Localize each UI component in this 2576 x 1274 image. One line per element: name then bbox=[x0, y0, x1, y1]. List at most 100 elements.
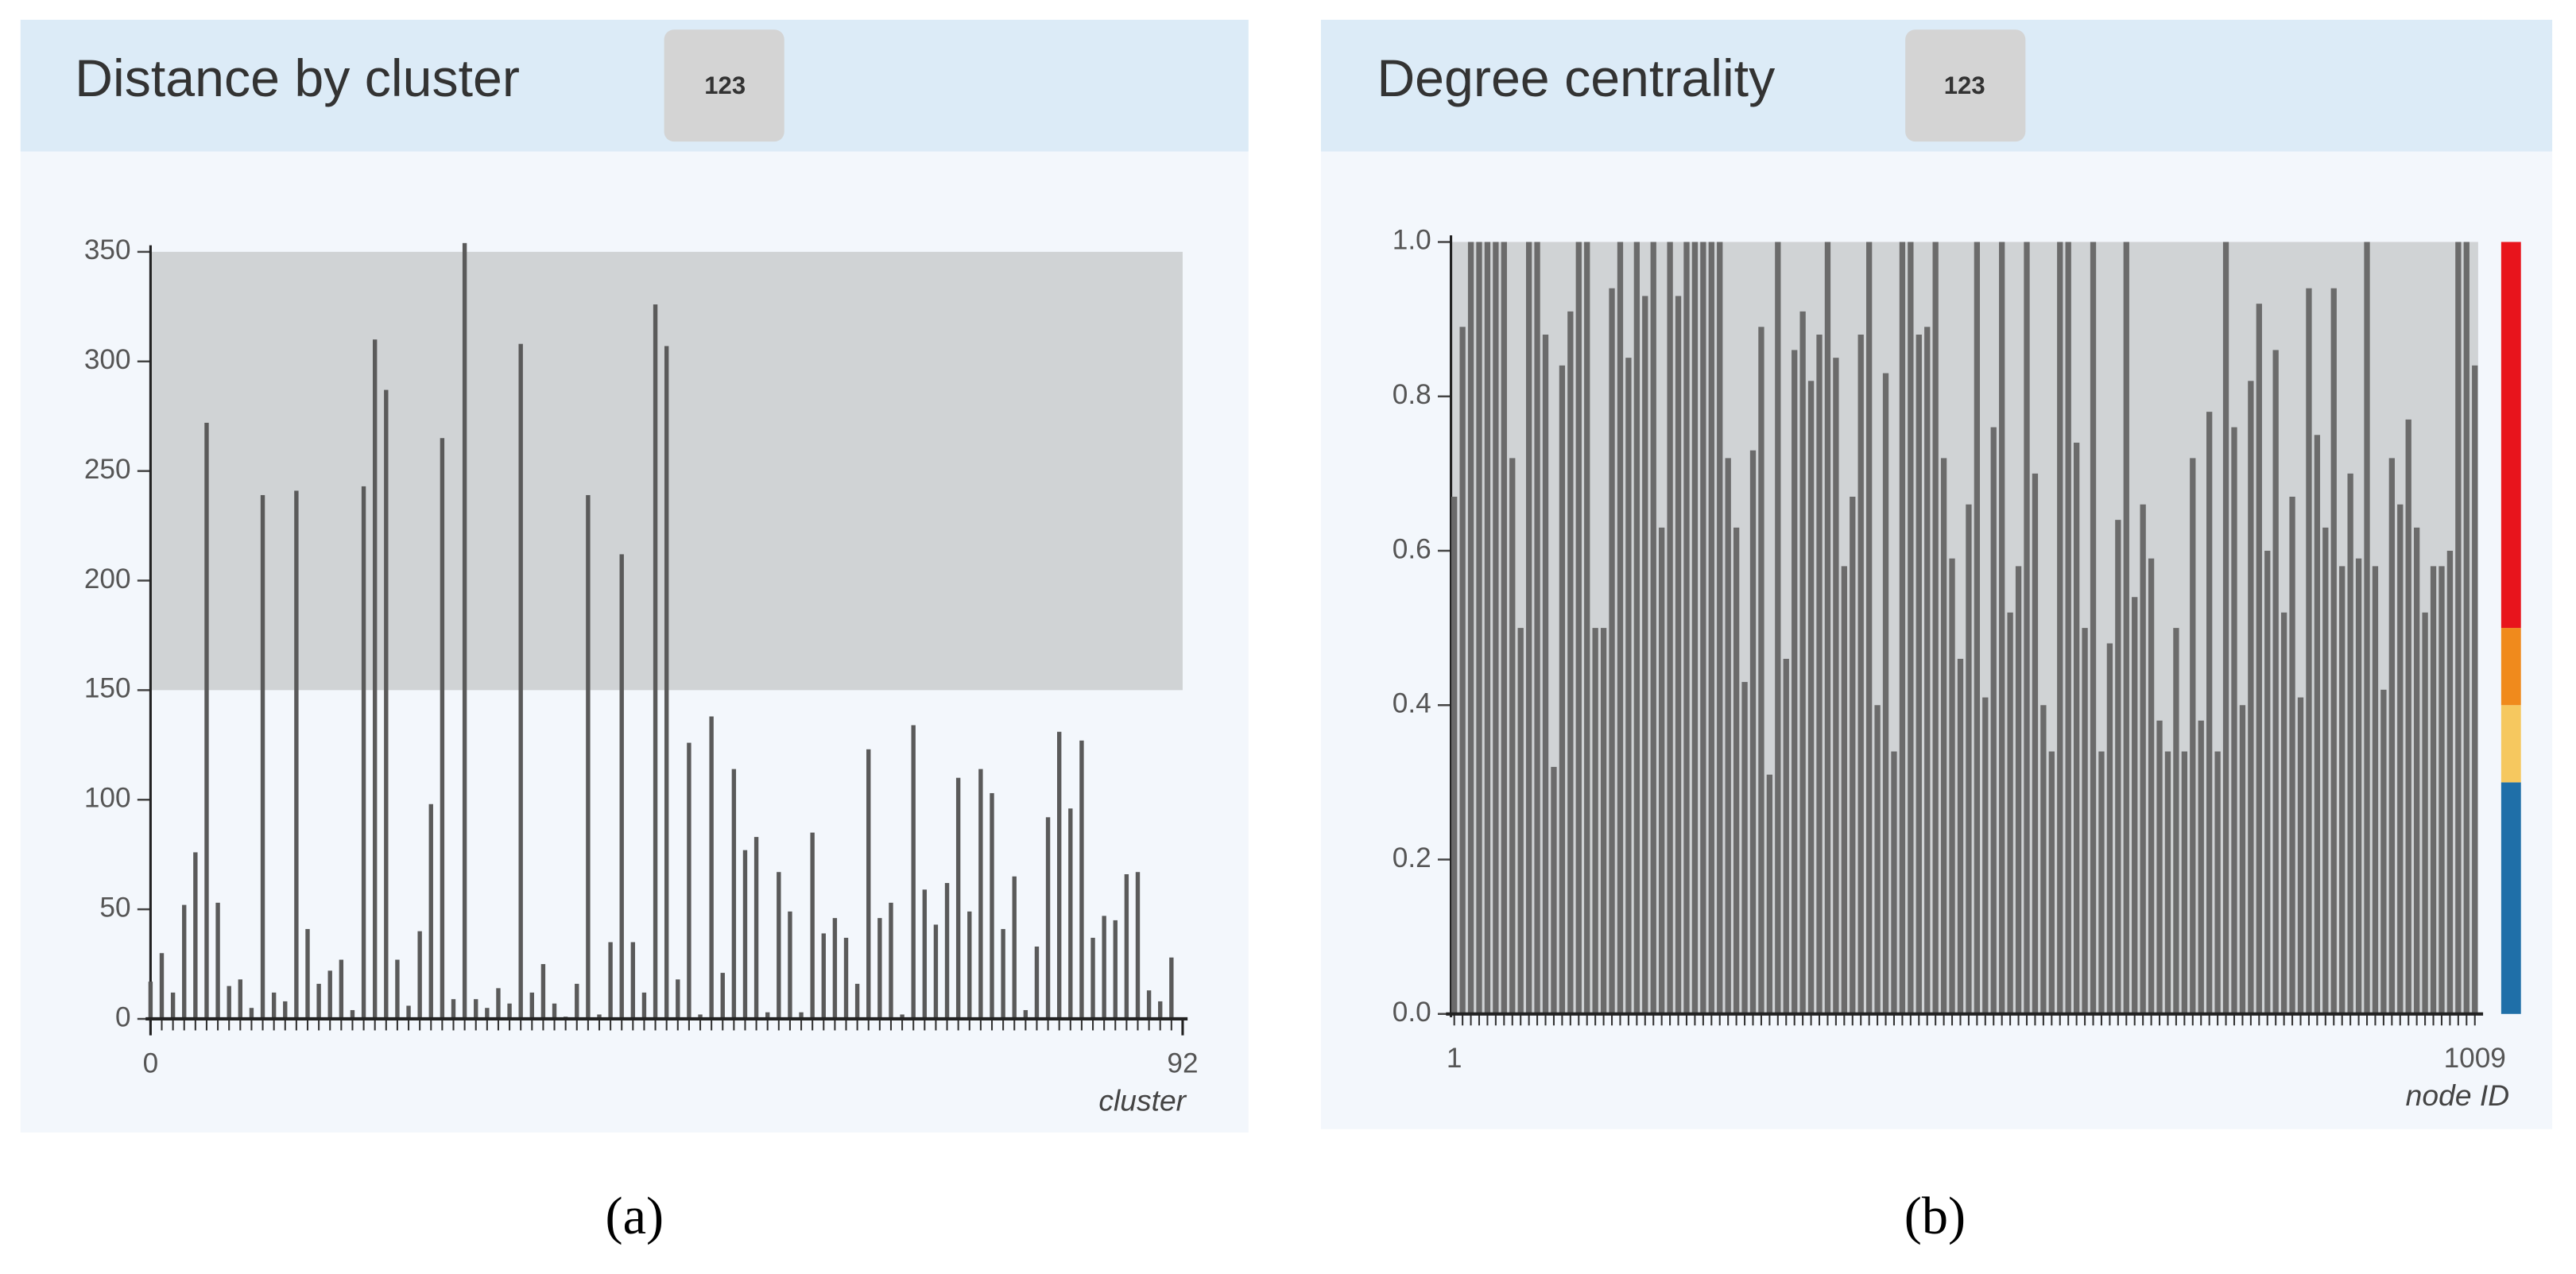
bar bbox=[2339, 566, 2346, 1014]
bar bbox=[1708, 242, 1714, 1014]
color-scale-segment bbox=[2500, 705, 2521, 783]
bar bbox=[1068, 808, 1073, 1019]
bar bbox=[1592, 628, 1598, 1014]
bar bbox=[866, 749, 871, 1019]
bar bbox=[2007, 612, 2013, 1014]
bar bbox=[911, 725, 916, 1019]
bar bbox=[1675, 296, 1682, 1014]
bar bbox=[653, 304, 658, 1019]
bar bbox=[1792, 350, 1798, 1014]
bar bbox=[1949, 558, 1955, 1014]
bar bbox=[2380, 689, 2387, 1014]
bar bbox=[2206, 412, 2213, 1014]
bar bbox=[2190, 458, 2196, 1014]
bar bbox=[249, 1008, 254, 1019]
bar bbox=[630, 942, 636, 1019]
bar bbox=[2015, 566, 2022, 1014]
badge-label: 123 bbox=[1944, 72, 1985, 99]
bar bbox=[1501, 242, 1507, 1014]
bar bbox=[2306, 288, 2312, 1014]
bar bbox=[586, 494, 591, 1019]
bar bbox=[1158, 1001, 1163, 1019]
bar bbox=[1683, 242, 1690, 1014]
bar bbox=[742, 850, 748, 1019]
bar bbox=[2355, 558, 2362, 1014]
bar bbox=[496, 988, 501, 1019]
bar bbox=[339, 959, 344, 1019]
bar bbox=[238, 979, 243, 1019]
bar bbox=[1625, 358, 1632, 1014]
bar bbox=[1659, 527, 1665, 1014]
bar bbox=[193, 852, 198, 1019]
bar bbox=[2455, 242, 2462, 1014]
bar bbox=[1916, 335, 1922, 1014]
bar bbox=[2472, 365, 2478, 1014]
bar bbox=[1633, 242, 1640, 1014]
bar bbox=[1476, 242, 1482, 1014]
bar bbox=[1551, 766, 1557, 1014]
bar bbox=[1467, 242, 1474, 1014]
bar bbox=[2181, 751, 2187, 1014]
badge-button[interactable] bbox=[1905, 29, 2026, 142]
caption: (a) bbox=[606, 1187, 664, 1245]
bar bbox=[1509, 458, 1516, 1014]
bar bbox=[2397, 504, 2404, 1014]
bar bbox=[1001, 928, 1005, 1019]
bar bbox=[1459, 327, 1466, 1014]
bar bbox=[1056, 731, 1062, 1019]
bar bbox=[2422, 612, 2428, 1014]
bar bbox=[1650, 242, 1656, 1014]
caption: (b) bbox=[1904, 1187, 1966, 1245]
y-tick-label: 250 bbox=[84, 454, 131, 485]
bar bbox=[664, 346, 669, 1019]
bar bbox=[1584, 242, 1590, 1014]
bar bbox=[1609, 288, 1615, 1014]
bar bbox=[2098, 751, 2105, 1014]
bar bbox=[1982, 697, 1989, 1014]
bar bbox=[182, 904, 187, 1019]
bar bbox=[1169, 957, 1174, 1019]
bar bbox=[2198, 720, 2204, 1014]
badge-button[interactable] bbox=[664, 29, 784, 142]
bar bbox=[294, 490, 299, 1019]
bar bbox=[1899, 242, 1906, 1014]
bar bbox=[854, 983, 860, 1019]
bar bbox=[877, 918, 882, 1019]
bar bbox=[709, 716, 714, 1019]
x-axis-label: node ID bbox=[2406, 1078, 2510, 1112]
x-axis-label: cluster bbox=[1098, 1083, 1187, 1117]
y-tick-label: 300 bbox=[84, 344, 131, 375]
bar bbox=[1534, 242, 1540, 1014]
bar bbox=[2405, 419, 2411, 1014]
bar bbox=[1957, 658, 1964, 1014]
bar bbox=[1882, 373, 1889, 1014]
bar bbox=[204, 422, 209, 1019]
bar bbox=[529, 992, 534, 1019]
bar bbox=[2222, 242, 2229, 1014]
bar bbox=[406, 1005, 411, 1019]
bar bbox=[1974, 242, 1981, 1014]
bar bbox=[2314, 435, 2321, 1014]
bar bbox=[1999, 242, 2005, 1014]
y-tick-label: 0.6 bbox=[1393, 533, 1431, 564]
bar bbox=[552, 1003, 557, 1019]
bar bbox=[1012, 876, 1017, 1019]
y-tick-label: 200 bbox=[84, 563, 131, 594]
bar bbox=[1559, 365, 1566, 1014]
y-tick-label: 0.0 bbox=[1393, 997, 1431, 1028]
bar bbox=[933, 924, 939, 1019]
bar bbox=[843, 937, 849, 1019]
bar bbox=[698, 1014, 703, 1019]
bar bbox=[900, 1014, 905, 1019]
bar bbox=[1124, 873, 1129, 1019]
bar bbox=[619, 554, 624, 1019]
bar bbox=[2057, 242, 2063, 1014]
bar bbox=[2106, 643, 2113, 1014]
bar bbox=[2330, 288, 2337, 1014]
bar bbox=[1079, 740, 1084, 1019]
bar bbox=[384, 389, 389, 1019]
y-tick-label: 0.2 bbox=[1393, 842, 1431, 873]
bar bbox=[2173, 628, 2179, 1014]
bar bbox=[1575, 242, 1582, 1014]
bar bbox=[1783, 658, 1789, 1014]
